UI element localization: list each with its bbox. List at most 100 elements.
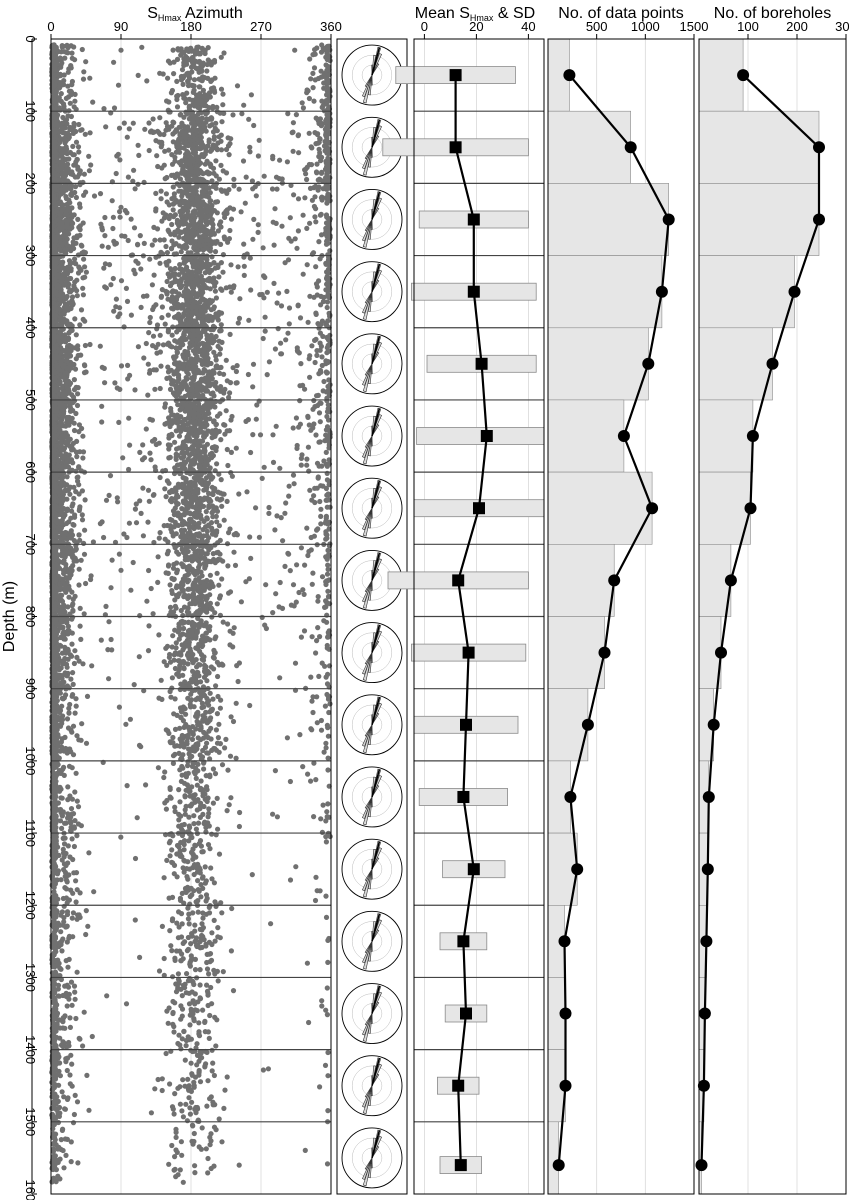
azimuth-point xyxy=(84,693,91,700)
azimuth-point xyxy=(76,507,82,514)
azimuth-point xyxy=(77,890,83,896)
azimuth-point xyxy=(59,474,66,481)
azimuth-point xyxy=(69,205,75,211)
azimuth-point xyxy=(57,330,64,336)
azimuth-point xyxy=(75,270,82,276)
azimuth-point xyxy=(61,535,67,541)
azimuth-point xyxy=(51,300,57,306)
azimuth-point xyxy=(56,354,62,360)
depth-tick-label: 100 xyxy=(23,100,38,122)
azimuth-point xyxy=(54,1024,60,1030)
azimuth-point xyxy=(75,144,82,150)
azimuth-point xyxy=(51,869,57,875)
azimuth-point xyxy=(99,403,105,409)
depth-tick-label: 800 xyxy=(23,606,38,628)
azimuth-point xyxy=(74,438,80,444)
azimuth-point xyxy=(71,843,77,850)
azimuth-point xyxy=(212,75,218,81)
azimuth-point xyxy=(51,159,57,166)
azimuth-point xyxy=(68,727,74,733)
azimuth-point xyxy=(52,176,58,182)
depth-tick-label: 1000 xyxy=(23,746,38,775)
azimuth-point xyxy=(52,698,58,704)
azimuth-point xyxy=(53,289,59,295)
azimuth-point xyxy=(70,130,76,136)
azimuth-point xyxy=(70,614,76,620)
azimuth-point xyxy=(54,234,61,240)
azimuth-point xyxy=(89,1033,95,1040)
azimuth-point xyxy=(53,728,59,734)
azimuth-point xyxy=(52,121,58,127)
azimuth-point xyxy=(60,101,67,107)
azimuth-point xyxy=(56,217,62,223)
azimuth-point xyxy=(64,750,70,756)
azimuth-point xyxy=(63,895,69,901)
azimuth-point xyxy=(52,877,58,883)
azimuth-point xyxy=(71,44,77,50)
azimuth-point xyxy=(69,653,75,659)
azimuth-point xyxy=(52,1059,58,1065)
azimuth-point xyxy=(77,623,83,629)
azimuth-point xyxy=(69,589,75,595)
azimuth-point xyxy=(65,487,72,493)
azimuth-point xyxy=(71,660,77,667)
azimuth-point xyxy=(87,75,93,81)
azimuth-point xyxy=(73,332,79,338)
azimuth-point xyxy=(71,235,77,241)
depth-tick-label: 700 xyxy=(23,533,38,555)
azimuth-point xyxy=(77,168,83,174)
azimuth-point xyxy=(54,1094,60,1100)
azimuth-point xyxy=(52,258,59,264)
azimuth-point xyxy=(71,1111,77,1118)
azimuth-point xyxy=(72,996,78,1002)
azimuth-point xyxy=(65,860,71,866)
azimuth-point xyxy=(69,796,75,802)
azimuth-point xyxy=(57,247,63,253)
azimuth-point xyxy=(75,391,81,397)
azimuth-point xyxy=(185,78,191,84)
azimuth-point xyxy=(60,624,66,631)
azimuth-point xyxy=(59,1089,65,1095)
azimuth-point xyxy=(55,740,61,746)
azimuth-point xyxy=(69,765,75,771)
azimuth-point xyxy=(52,668,58,674)
azimuth-point xyxy=(70,934,76,940)
azimuth-point xyxy=(76,149,82,155)
azimuth-point xyxy=(79,721,85,727)
azimuth-point xyxy=(59,207,65,213)
azimuth-point xyxy=(202,92,208,98)
azimuth-point xyxy=(61,633,67,639)
azimuth-point xyxy=(73,878,79,884)
azimuth-point xyxy=(80,292,86,298)
azimuth-point xyxy=(58,795,64,801)
azimuth-point xyxy=(60,1147,66,1154)
azimuth-point xyxy=(65,464,72,470)
azimuth-point xyxy=(77,266,83,272)
azimuth-point xyxy=(67,818,74,824)
azimuth-point xyxy=(81,256,87,262)
azimuth-point xyxy=(49,641,55,647)
azimuth-point xyxy=(57,1073,64,1079)
azimuth-point xyxy=(57,122,63,128)
azimuth-point xyxy=(70,1120,77,1126)
azimuth-point xyxy=(64,620,70,626)
azimuth-point xyxy=(65,784,71,790)
azimuth-point xyxy=(212,89,218,95)
azimuth-point xyxy=(69,1061,75,1067)
azimuth-point xyxy=(66,156,72,162)
azimuth-point xyxy=(60,1126,66,1132)
azimuth-point xyxy=(80,285,86,291)
azimuth-point xyxy=(83,369,89,375)
azimuth-point xyxy=(52,862,58,868)
azimuth-point xyxy=(73,703,79,709)
azimuth-point xyxy=(60,713,66,719)
azimuth-point xyxy=(51,681,57,687)
azimuth-point xyxy=(66,710,72,716)
azimuth-point xyxy=(86,850,92,856)
azimuth-point xyxy=(58,1042,65,1048)
azimuth-point xyxy=(61,174,67,180)
azimuth-point xyxy=(81,69,87,75)
azimuth-point xyxy=(59,294,65,300)
depth-tick-label: 300 xyxy=(23,245,38,267)
azimuth-point xyxy=(70,811,77,817)
